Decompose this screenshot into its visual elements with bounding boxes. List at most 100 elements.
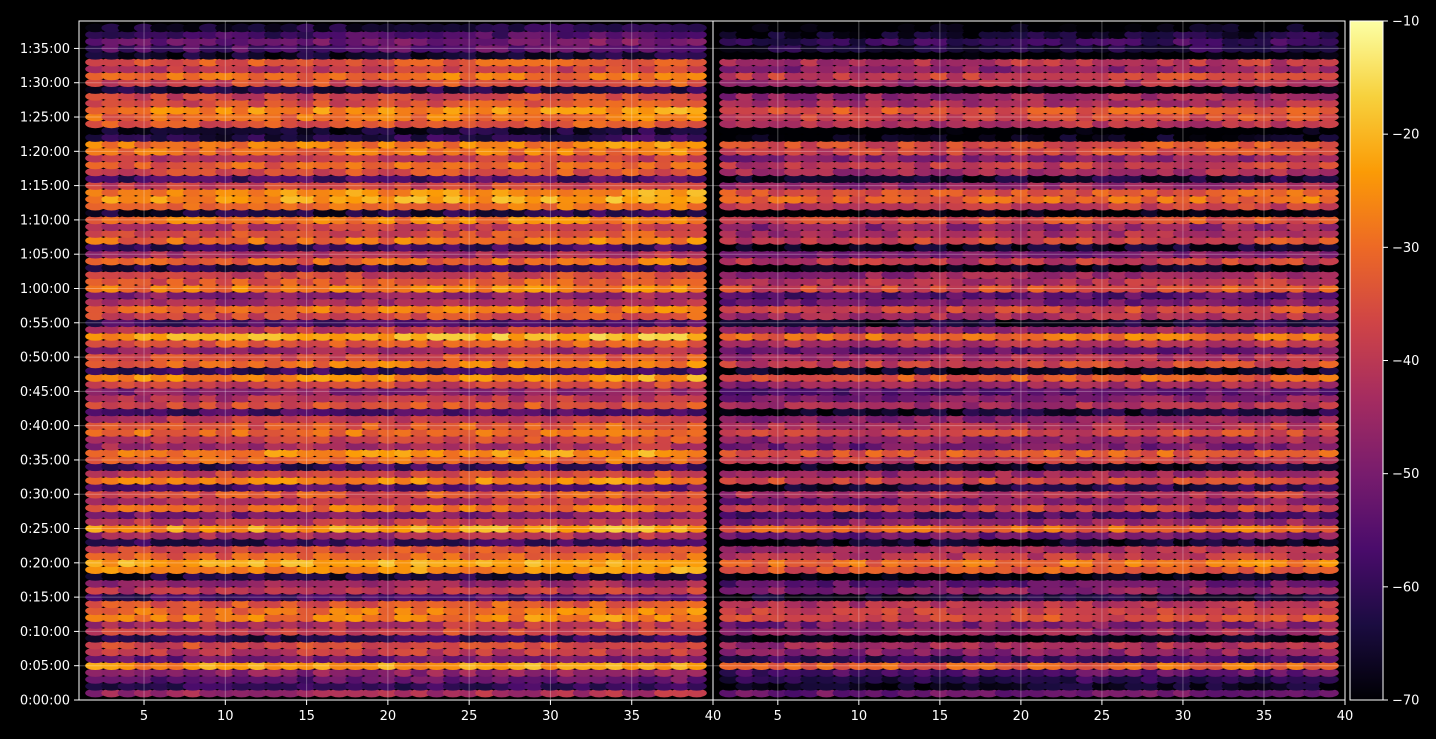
heatmap-cell xyxy=(605,441,626,451)
heatmap-cell xyxy=(166,208,187,218)
heatmap-cell xyxy=(1091,551,1112,561)
heatmap-cell xyxy=(491,524,512,533)
heatmap-cell xyxy=(85,469,106,479)
heatmap-cell xyxy=(1205,647,1226,657)
heatmap-cell xyxy=(361,57,382,67)
heatmap-cell xyxy=(117,291,138,300)
heatmap-cell xyxy=(1140,579,1161,588)
heatmap-cell xyxy=(524,147,545,156)
heatmap-cell xyxy=(1237,517,1258,526)
heatmap-cell xyxy=(117,325,138,334)
heatmap-cell xyxy=(589,256,610,266)
heatmap-cell xyxy=(572,503,594,513)
heatmap-cell xyxy=(85,407,106,417)
heatmap-cell xyxy=(296,496,317,506)
heatmap-cell xyxy=(524,558,545,568)
heatmap-cell xyxy=(1124,544,1145,554)
heatmap-cell xyxy=(101,153,122,163)
heatmap-cell xyxy=(897,586,918,595)
heatmap-cell xyxy=(556,654,577,664)
heatmap-cell xyxy=(1043,661,1064,670)
heatmap-cell xyxy=(1124,503,1145,513)
heatmap-cell xyxy=(101,297,122,307)
heatmap-cell xyxy=(686,524,707,533)
heatmap-cell xyxy=(524,586,545,595)
heatmap-cell xyxy=(589,57,610,67)
heatmap-cell xyxy=(345,85,366,94)
heatmap-cell xyxy=(280,44,301,53)
heatmap-cell xyxy=(459,304,480,314)
heatmap-cell xyxy=(361,30,382,39)
heatmap-cell xyxy=(329,400,350,410)
heatmap-cell xyxy=(784,510,804,520)
heatmap-cell xyxy=(296,64,317,74)
heatmap-cell xyxy=(491,174,512,183)
heatmap-cell xyxy=(199,236,220,245)
heatmap-cell xyxy=(784,551,804,561)
heatmap-cell xyxy=(962,688,983,698)
heatmap-cell xyxy=(621,462,642,472)
heatmap-cell xyxy=(686,421,707,431)
heatmap-cell xyxy=(686,160,707,170)
heatmap-cell xyxy=(442,229,463,238)
heatmap-cell xyxy=(426,263,447,273)
heatmap-cell xyxy=(312,455,333,465)
heatmap-cell xyxy=(166,668,187,677)
heatmap-cell xyxy=(117,208,138,218)
heatmap-cell xyxy=(312,297,333,307)
heatmap-cell xyxy=(312,284,333,293)
heatmap-cell xyxy=(897,592,918,602)
heatmap-cell xyxy=(377,99,398,108)
heatmap-cell xyxy=(1286,544,1307,554)
heatmap-cell xyxy=(767,592,788,602)
heatmap-cell xyxy=(1172,496,1193,506)
heatmap-cell xyxy=(394,318,415,328)
heatmap-cell xyxy=(654,64,675,74)
heatmap-cell xyxy=(150,387,171,396)
heatmap-cell xyxy=(182,57,203,67)
heatmap-cell xyxy=(621,325,642,334)
heatmap-cell xyxy=(637,236,659,245)
heatmap-cell xyxy=(865,579,886,588)
heatmap-cell xyxy=(816,640,837,650)
heatmap-cell xyxy=(394,112,415,122)
heatmap-cell xyxy=(897,517,918,526)
heatmap-cell xyxy=(978,668,999,677)
heatmap-cell xyxy=(507,393,528,403)
heatmap-cell xyxy=(670,531,691,540)
heatmap-cell xyxy=(345,243,366,252)
heatmap-cell xyxy=(1221,640,1242,650)
heatmap-cell xyxy=(296,208,317,218)
heatmap-cell xyxy=(215,654,236,664)
heatmap-cell xyxy=(1302,586,1323,595)
heatmap-cell xyxy=(101,503,122,513)
heatmap-cell xyxy=(377,606,398,616)
heatmap-cell xyxy=(247,359,268,369)
heatmap-cell xyxy=(394,85,415,94)
heatmap-cell xyxy=(101,249,122,259)
heatmap-cell xyxy=(1254,469,1274,479)
heatmap-cell xyxy=(1140,510,1161,520)
heatmap-cell xyxy=(1318,688,1339,698)
heatmap-cell xyxy=(199,421,220,431)
heatmap-cell xyxy=(133,311,155,321)
heatmap-cell xyxy=(280,181,301,190)
heatmap-cell xyxy=(556,44,577,53)
heatmap-cell xyxy=(670,613,691,622)
heatmap-cell xyxy=(85,524,106,533)
heatmap-cell xyxy=(605,51,626,60)
heatmap-cell xyxy=(621,606,642,616)
heatmap-cell xyxy=(426,448,447,458)
heatmap-cell xyxy=(784,661,804,670)
heatmap-cell xyxy=(784,476,804,485)
heatmap-cell xyxy=(962,606,983,616)
heatmap-cell xyxy=(199,119,220,129)
heatmap-cell xyxy=(540,105,561,115)
heatmap-cell xyxy=(426,51,447,60)
heatmap-cell xyxy=(133,489,155,499)
heatmap-cell xyxy=(1270,496,1291,506)
heatmap-cell xyxy=(101,407,122,417)
heatmap-cell xyxy=(459,215,480,225)
heatmap-cell xyxy=(491,78,512,87)
heatmap-cell xyxy=(329,558,350,568)
